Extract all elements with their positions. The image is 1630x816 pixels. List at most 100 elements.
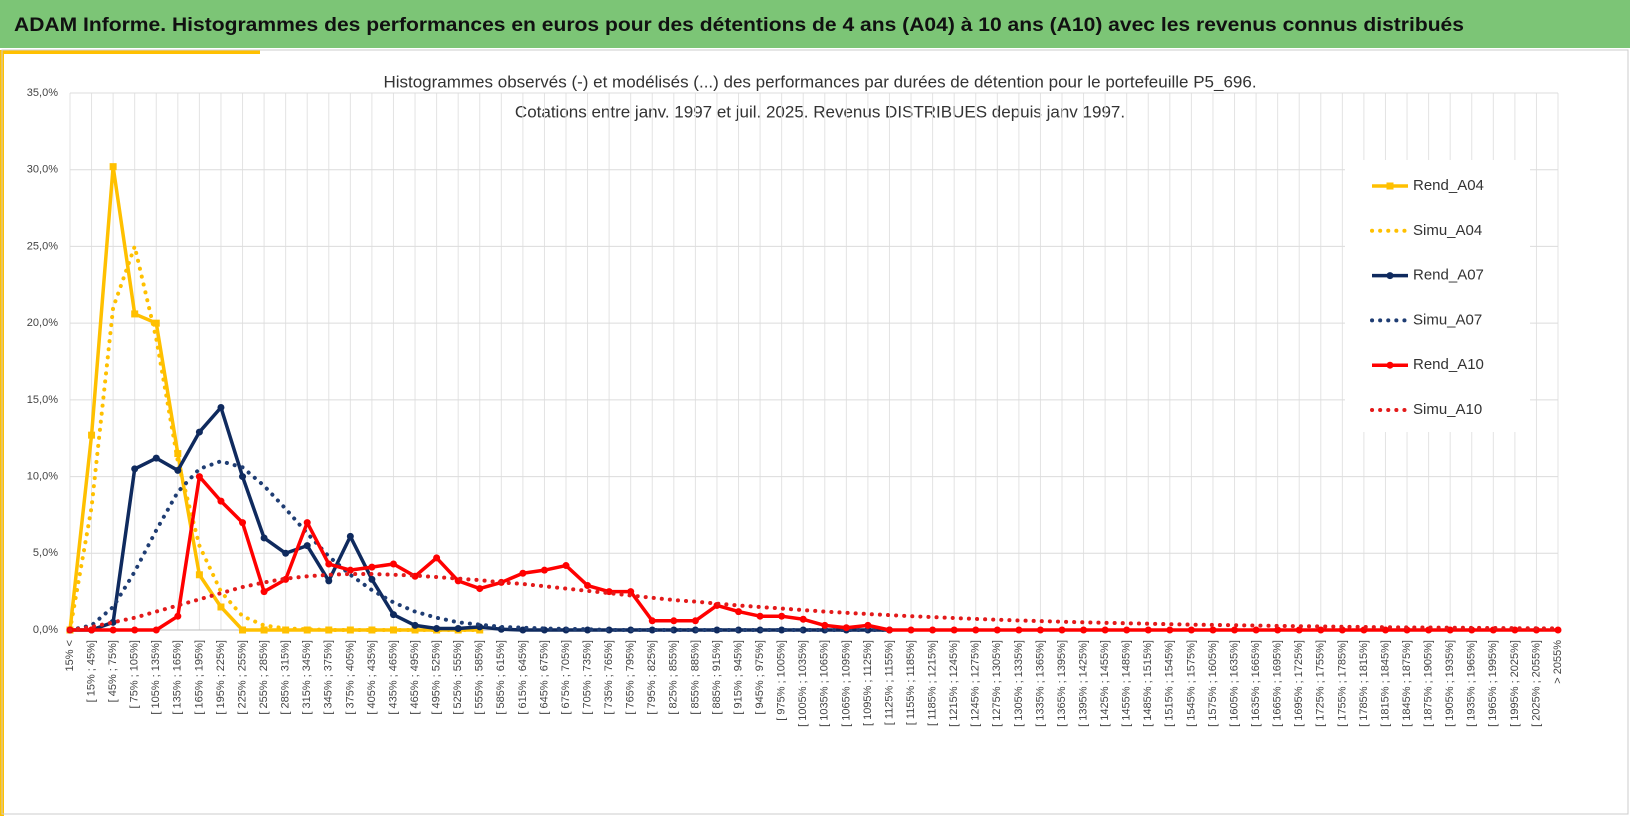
y-tick-label: 5,0% <box>33 547 58 559</box>
series-line <box>68 164 480 632</box>
x-tick-label: [ 1095% ; 1125%] <box>862 640 874 726</box>
x-tick-label: [ 585% ; 615%] <box>495 640 507 715</box>
x-tick-label: [ 1695% ; 1725%] <box>1293 640 1305 727</box>
x-tick-label: [ 675% ; 705%] <box>560 640 572 715</box>
header-bar <box>0 0 1630 48</box>
x-tick-label: [ 1335% ; 1365%] <box>1034 640 1046 727</box>
accent <box>0 50 260 54</box>
marker <box>540 566 548 574</box>
marker <box>239 473 247 481</box>
x-tick-label: [ 75% ; 105%] <box>129 640 141 709</box>
marker <box>627 588 635 596</box>
marker <box>195 571 203 579</box>
y-tick-label: 10,0% <box>27 470 58 482</box>
x-tick-label: [ 1965% ; 1995%] <box>1487 640 1499 727</box>
marker <box>1123 626 1131 634</box>
x-tick-label: [ 1725% ; 1755%] <box>1315 640 1327 727</box>
x-tick-label: [ 1545% ; 1575%] <box>1185 640 1197 727</box>
marker <box>239 626 247 634</box>
marker <box>1166 626 1174 634</box>
marker <box>282 549 290 557</box>
legend-label: Rend_A07 <box>1413 267 1484 284</box>
x-tick-label: [ 1395% ; 1425%] <box>1077 640 1089 727</box>
x-tick-label: 15% < <box>64 640 76 672</box>
marker <box>821 621 829 629</box>
marker <box>109 163 117 171</box>
x-tick-label: [ 1365% ; 1395%] <box>1056 640 1068 727</box>
legend-label: Simu_A04 <box>1413 222 1482 239</box>
x-tick-label: [ 705% ; 735%] <box>581 640 593 715</box>
marker <box>325 577 333 585</box>
marker <box>1317 626 1325 634</box>
x-tick-label: [ 1665% ; 1695%] <box>1272 640 1284 727</box>
marker <box>885 626 893 634</box>
marker <box>433 554 441 562</box>
x-tick-label: [ 255% ; 285%] <box>258 640 270 715</box>
marker <box>1080 626 1088 634</box>
marker <box>152 626 160 634</box>
x-tick-label: [ 615% ; 645%] <box>517 640 529 715</box>
marker <box>368 575 376 583</box>
x-tick-label: [ 945% ; 975%] <box>754 640 766 715</box>
marker <box>1274 626 1282 634</box>
marker <box>1381 626 1389 634</box>
marker <box>1252 626 1260 634</box>
x-tick-label: [ 1995% ; 2025%] <box>1509 640 1521 727</box>
marker <box>217 603 225 611</box>
legend-marker <box>1386 272 1394 280</box>
series-line <box>70 474 1558 632</box>
x-tick-label: [ 495% ; 525%] <box>431 640 443 715</box>
marker <box>303 542 311 550</box>
legend-marker <box>1386 361 1394 369</box>
marker <box>1036 626 1044 634</box>
legend-box <box>1345 160 1530 432</box>
x-tick-label: [ 555% ; 585%] <box>474 640 486 715</box>
marker <box>1058 626 1066 634</box>
x-tick-label: [ 645% ; 675%] <box>538 640 550 715</box>
y-tick-label: 25,0% <box>27 240 58 252</box>
x-tick-label: [ 1815% ; 1845%] <box>1379 640 1391 727</box>
x-tick-label: [ 975% ; 1005%] <box>776 640 788 721</box>
legend-label: Simu_A07 <box>1413 311 1482 328</box>
series-line <box>68 571 1560 632</box>
marker <box>152 454 160 462</box>
x-tick-label: [ 285% ; 315%] <box>280 640 292 715</box>
x-tick-label: [ 1515% ; 1545%] <box>1164 640 1176 727</box>
x-tick-label: [ 1005% ; 1035%] <box>797 640 809 727</box>
marker <box>195 428 203 436</box>
plot: 0,0% 5,0% 10,0% 15,0% 20,0% 25,0% 30,0% 35,0% 15… <box>27 87 1564 727</box>
marker <box>929 626 937 634</box>
x-tick-label: [ 1455% ; 1485%] <box>1121 640 1133 727</box>
x-tick-label: [ 825% ; 855%] <box>668 640 680 715</box>
marker <box>217 404 225 412</box>
marker <box>368 563 376 571</box>
marker <box>217 497 225 505</box>
frame <box>1 49 1629 815</box>
marker <box>778 612 786 620</box>
x-tick-label: [ 1245% ; 1275%] <box>970 640 982 727</box>
x-tick-label: [ 15% ; 45%] <box>85 640 97 702</box>
marker <box>260 626 268 634</box>
marker <box>691 617 699 625</box>
marker <box>195 473 203 481</box>
marker <box>88 431 96 439</box>
series-line <box>68 244 482 632</box>
x-tick-label: [ 225% ; 255%] <box>236 640 248 715</box>
x-tick-label: [ 345% ; 375%] <box>323 640 335 715</box>
x-tick-label: [ 795% ; 825%] <box>646 640 658 715</box>
x-tick-label: [ 1755% ; 1785%] <box>1336 640 1348 727</box>
x-tick-label: [ 135% ; 165%] <box>172 640 184 715</box>
x-tick-label: [ 405% ; 435%] <box>366 640 378 715</box>
x-tick-label: [ 195% ; 225%] <box>215 640 227 715</box>
x-tick-label: [ 465% ; 495%] <box>409 640 421 715</box>
marker <box>174 612 182 620</box>
marker <box>562 562 570 570</box>
marker <box>109 626 117 634</box>
marker <box>799 615 807 623</box>
x-tick-label: [ 315% ; 345%] <box>301 640 313 715</box>
marker <box>411 621 419 629</box>
marker <box>778 626 786 634</box>
marker <box>1554 626 1562 634</box>
marker <box>433 624 441 632</box>
